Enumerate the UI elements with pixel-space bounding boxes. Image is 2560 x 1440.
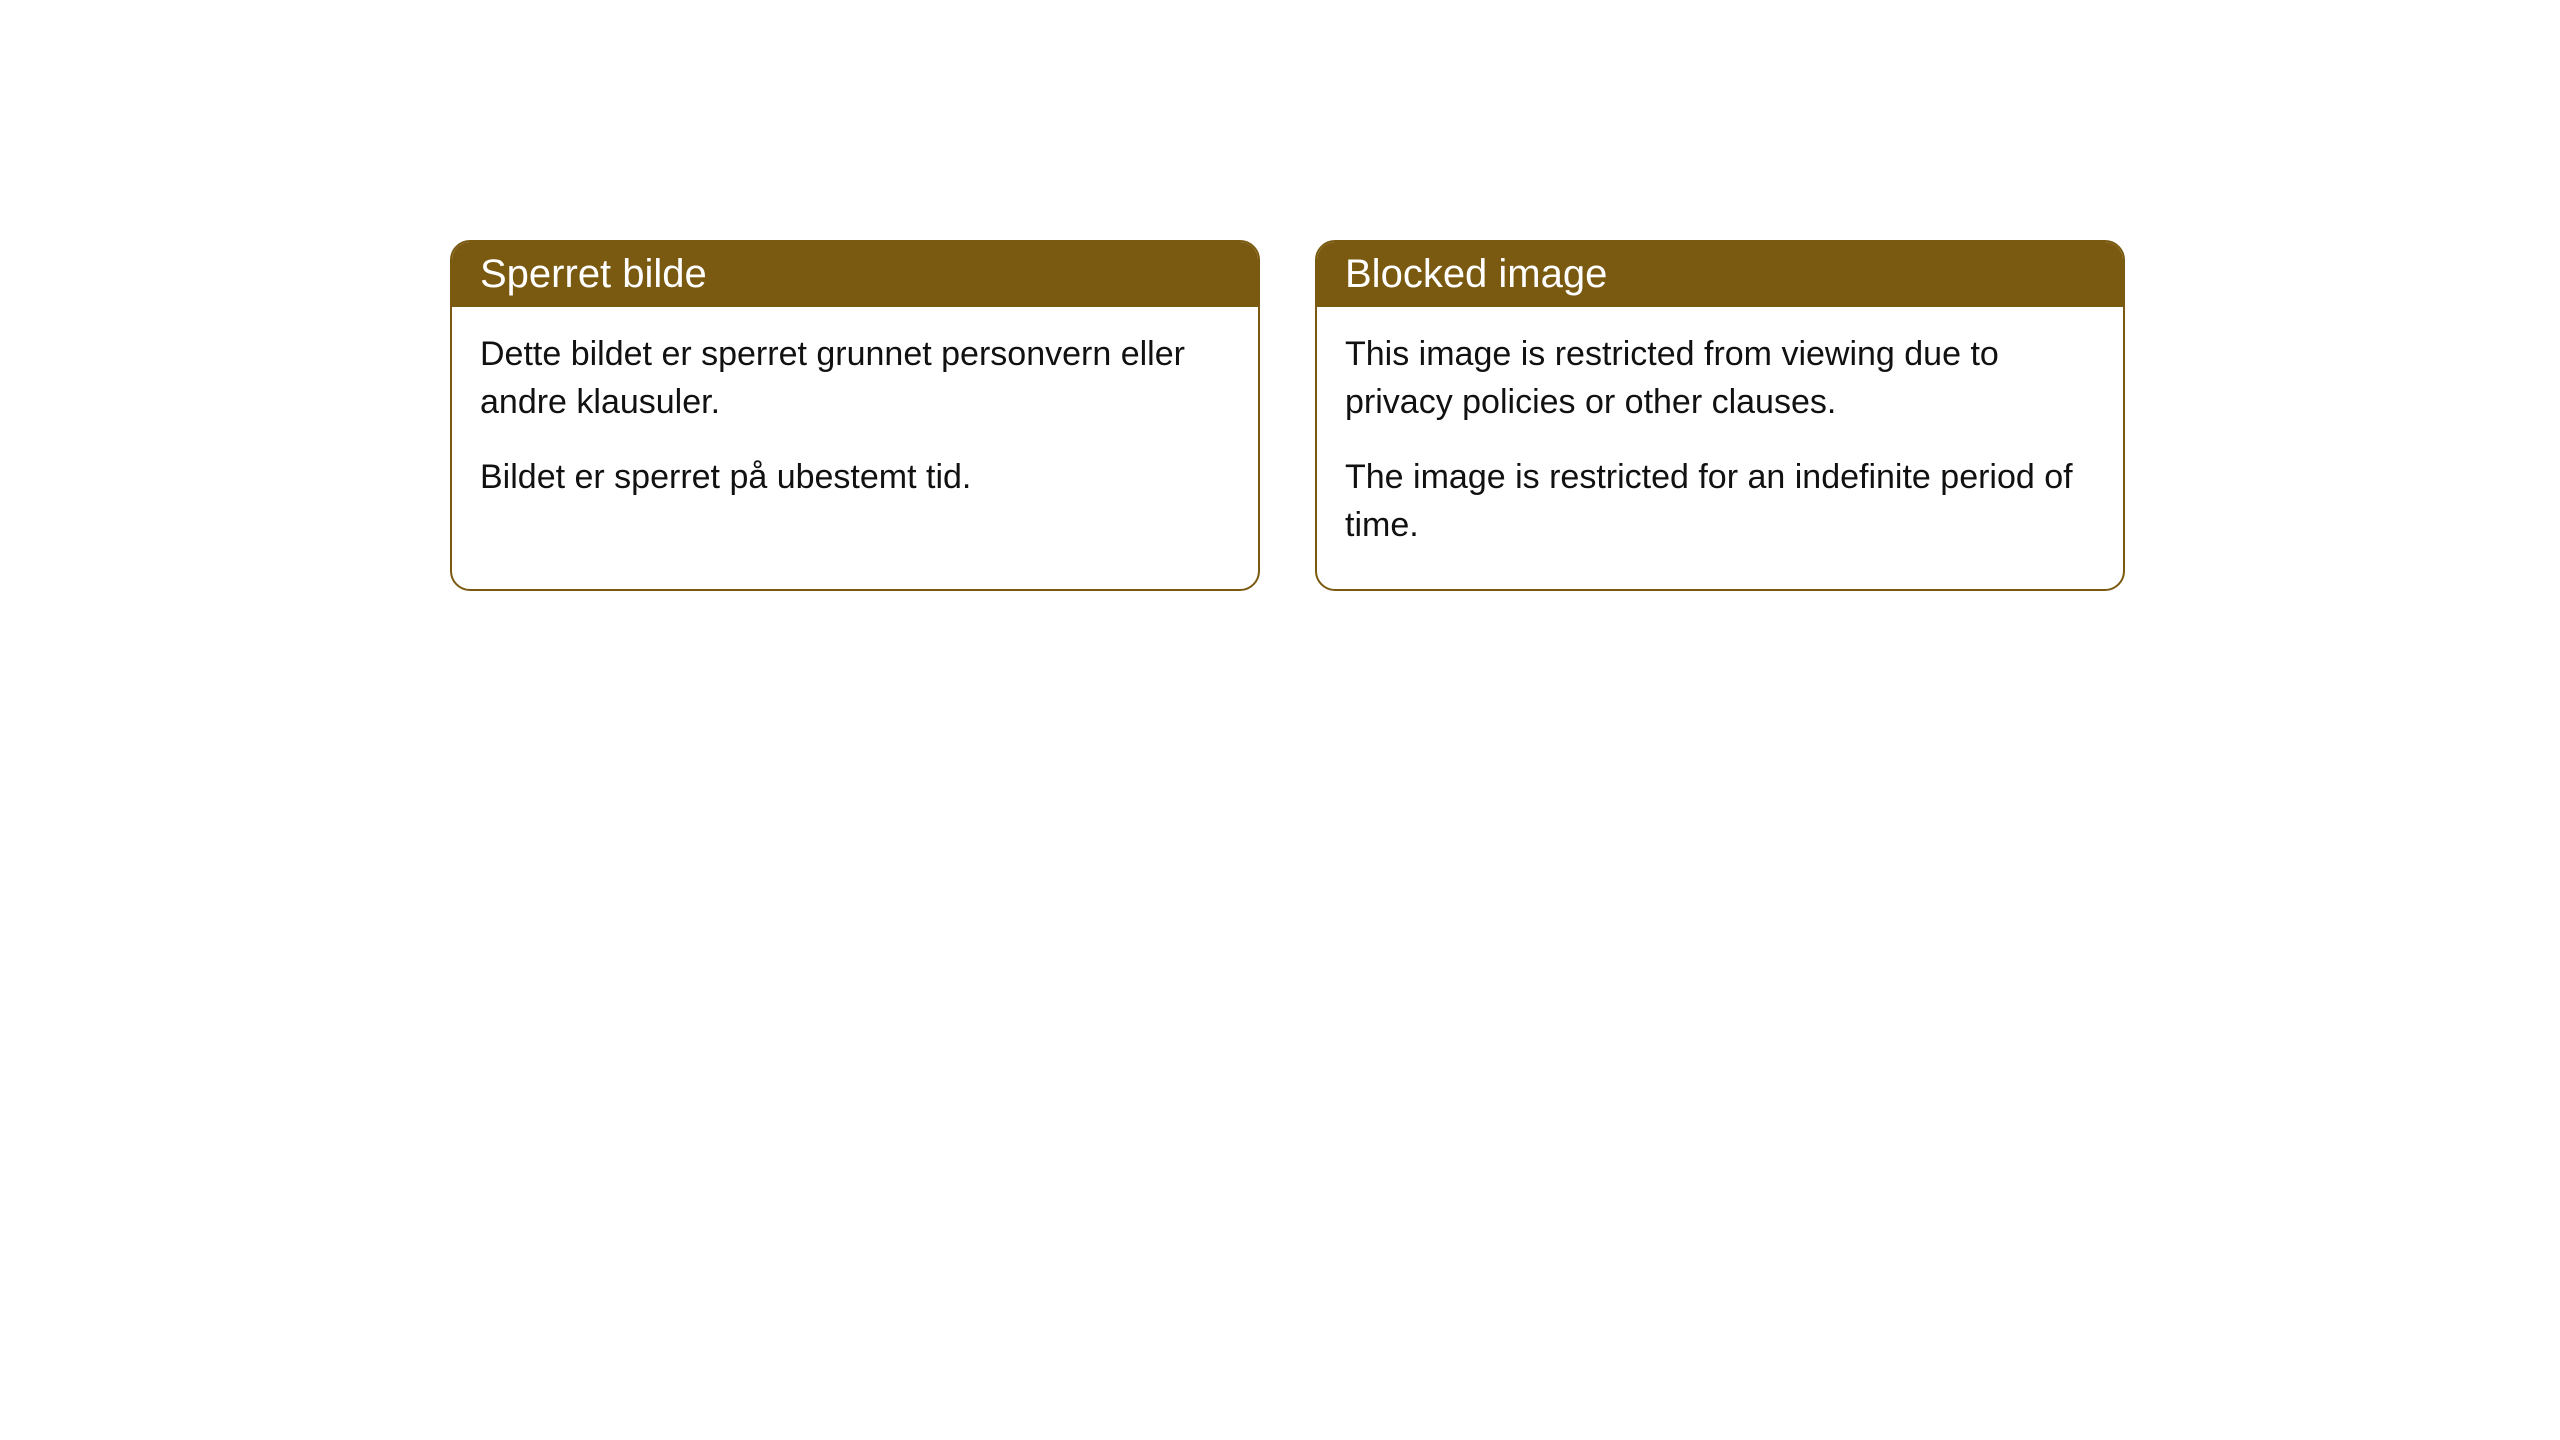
card-paragraph-1-en: This image is restricted from viewing du… (1345, 331, 2095, 426)
card-paragraph-2-no: Bildet er sperret på ubestemt tid. (480, 454, 1230, 502)
card-paragraph-1-no: Dette bildet er sperret grunnet personve… (480, 331, 1230, 426)
card-header-en: Blocked image (1317, 242, 2123, 307)
notice-cards-container: Sperret bilde Dette bildet er sperret gr… (450, 240, 2125, 591)
card-body-no: Dette bildet er sperret grunnet personve… (452, 307, 1258, 542)
card-paragraph-2-en: The image is restricted for an indefinit… (1345, 454, 2095, 549)
card-body-en: This image is restricted from viewing du… (1317, 307, 2123, 589)
card-header-no: Sperret bilde (452, 242, 1258, 307)
blocked-image-card-no: Sperret bilde Dette bildet er sperret gr… (450, 240, 1260, 591)
blocked-image-card-en: Blocked image This image is restricted f… (1315, 240, 2125, 591)
